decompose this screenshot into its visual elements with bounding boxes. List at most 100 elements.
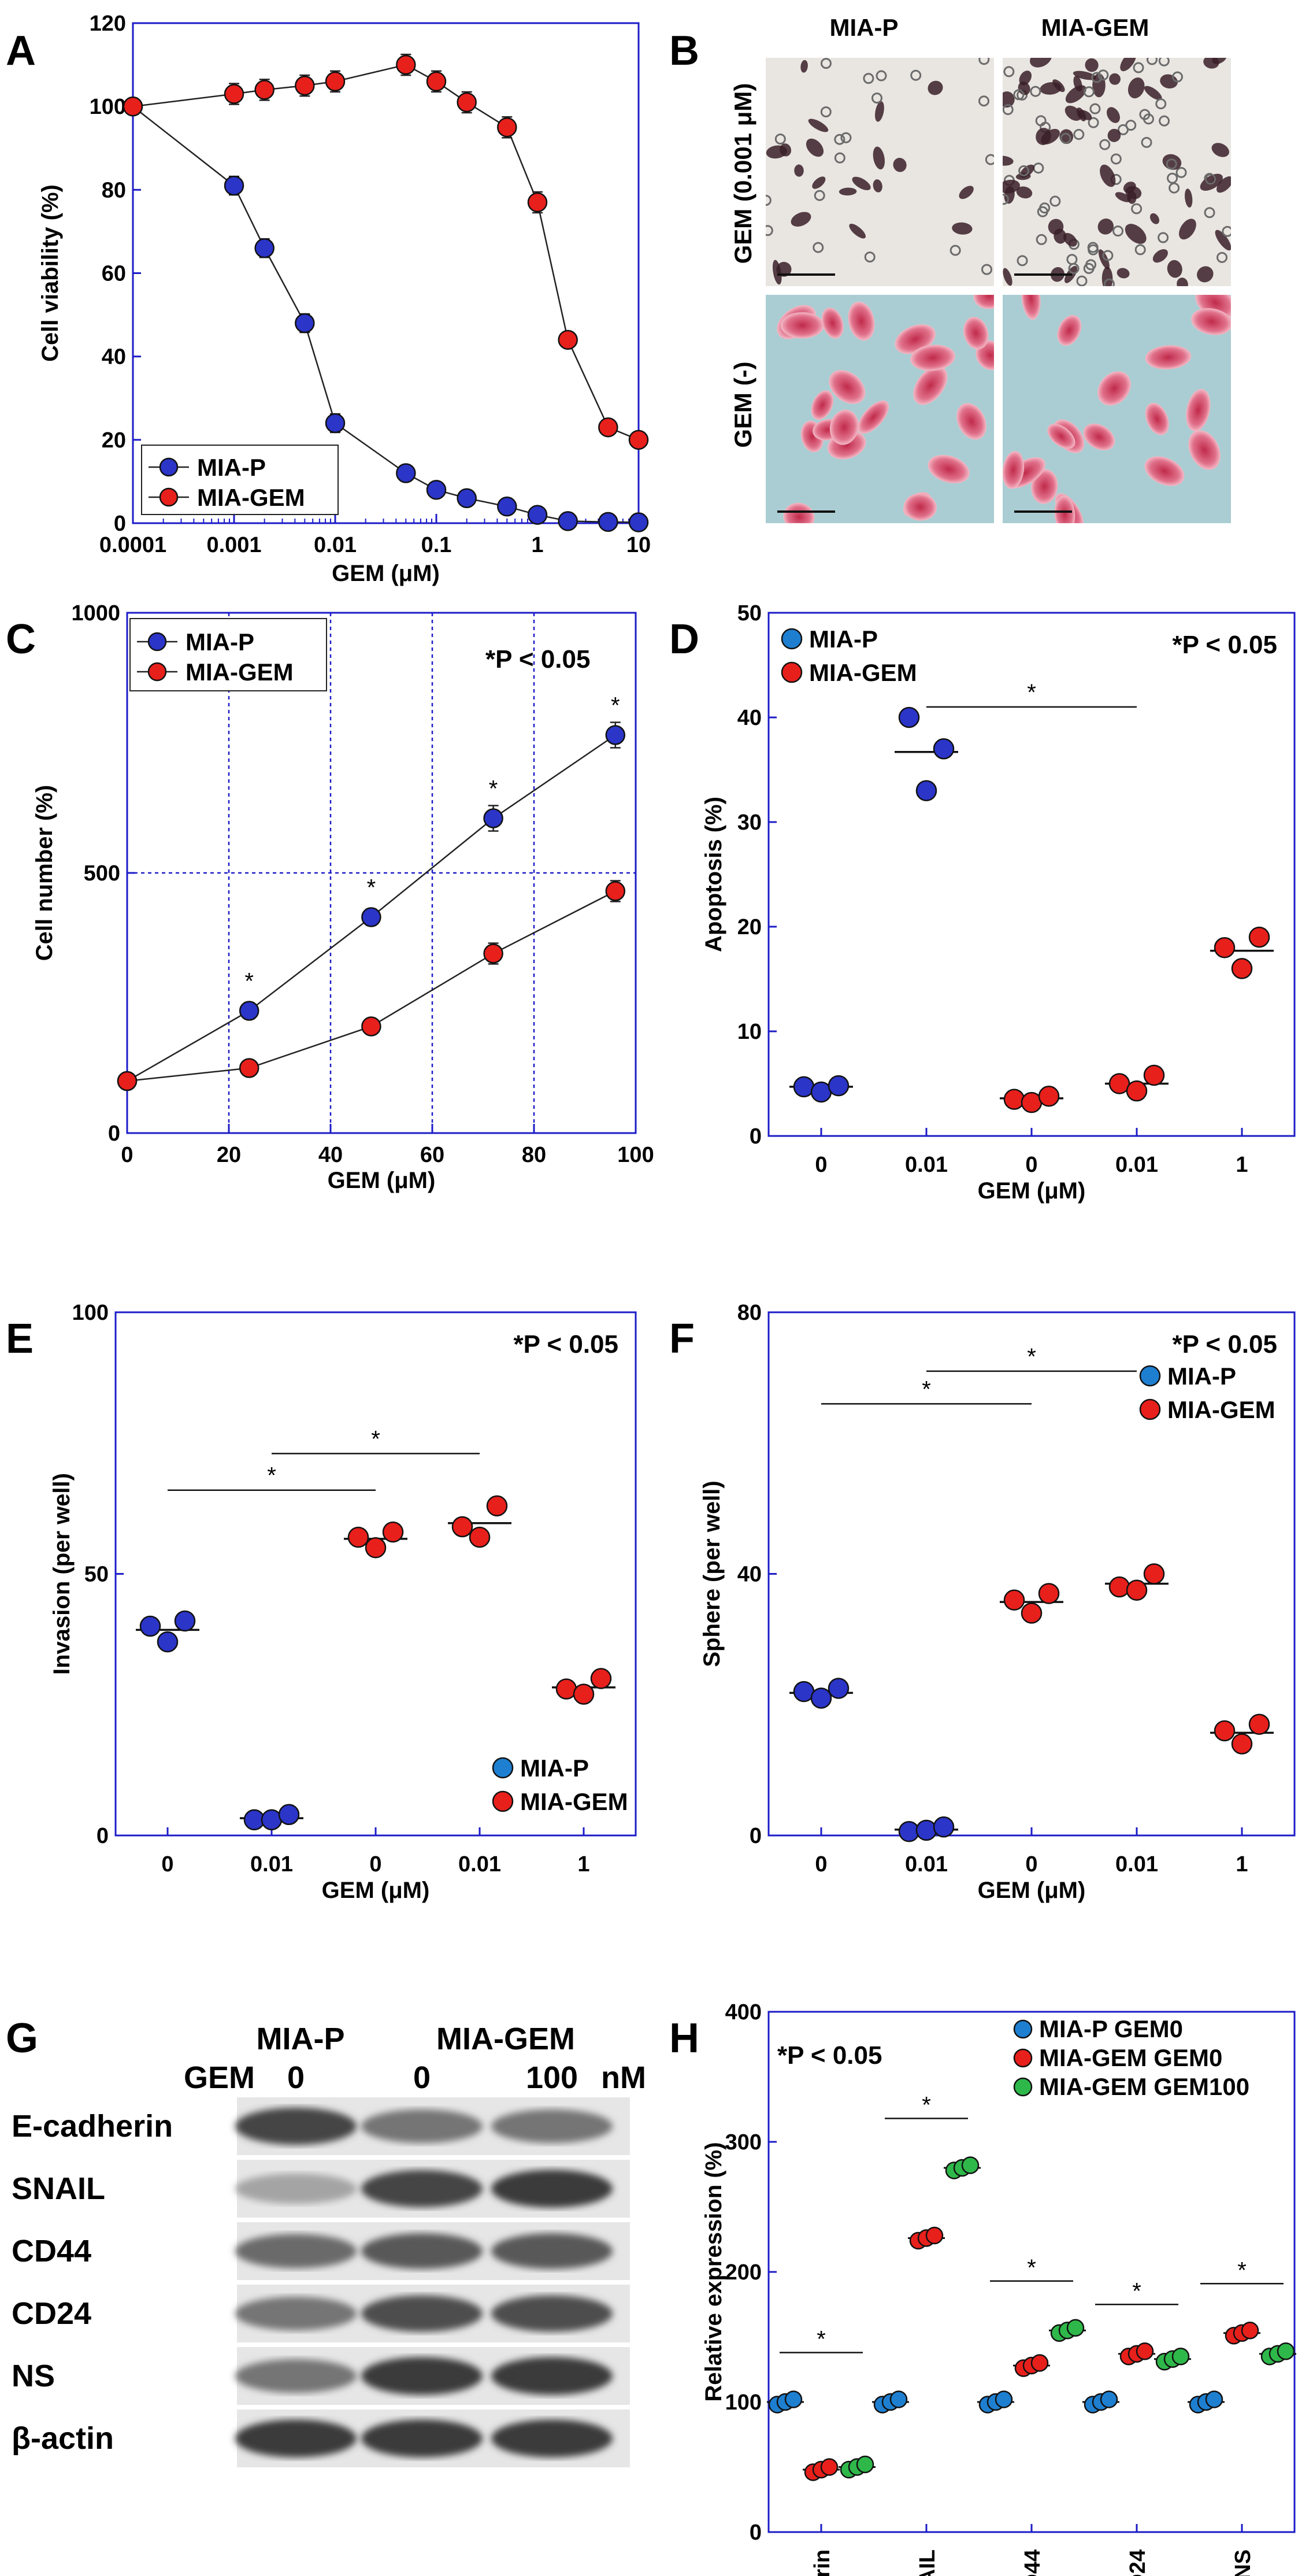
y-tick-label: 50 — [84, 1563, 109, 1587]
legend-label: MIA-GEM — [186, 658, 294, 686]
y-tick-label: 300 — [725, 2130, 762, 2155]
cell — [1003, 179, 1020, 194]
significance-star: * — [267, 1463, 276, 1489]
blot-header-mia-gem: MIA-GEM — [436, 2022, 575, 2056]
round-cell — [1110, 153, 1122, 165]
significance-star: * — [489, 776, 498, 802]
round-cell — [820, 58, 832, 69]
chart-h-relative-expression: 0 100 200 300 400 Relative expression (%) E-ca… — [701, 2000, 1296, 2576]
x-tick-label: 0 — [121, 1143, 133, 1167]
round-cell — [949, 245, 961, 256]
cell — [829, 370, 866, 404]
significance-star: * — [611, 693, 620, 719]
data-point — [598, 417, 618, 438]
cell — [783, 502, 815, 523]
y-tick-label: 200 — [725, 2260, 762, 2285]
round-cell — [1216, 251, 1228, 263]
cell — [973, 295, 994, 309]
round-cell — [834, 152, 845, 164]
round-cell — [1102, 250, 1114, 261]
cell — [1041, 129, 1060, 145]
significance-star: * — [371, 1426, 380, 1452]
data-point — [1066, 2319, 1085, 2337]
x-tick-label: CD44 — [1021, 2549, 1045, 2576]
x-tick-label: NS — [1231, 2549, 1255, 2576]
data-point — [483, 943, 503, 964]
data-point — [426, 480, 447, 500]
legend-label: MIA-GEM — [197, 484, 305, 511]
x-tick-label: 0.01 — [458, 1852, 501, 1877]
data-point — [889, 2390, 908, 2408]
cell — [875, 101, 884, 122]
round-cell — [981, 264, 993, 275]
round-cell — [1017, 255, 1028, 267]
cell — [812, 176, 826, 189]
legend-label: MIA-P — [520, 1755, 589, 1782]
y-tick-label: 40 — [737, 1563, 762, 1587]
chart-e-invasion: 0 50 100 Invasion (per well) 0 0.01 0 0.01 1 GEM … — [49, 1301, 637, 1903]
data-point — [254, 238, 275, 258]
data-point — [239, 1058, 259, 1078]
micrograph-tile — [1003, 295, 1231, 523]
round-cell — [1099, 139, 1111, 150]
cell — [1054, 495, 1075, 523]
data-point — [573, 1683, 595, 1705]
blot-band — [361, 2109, 483, 2144]
data-point — [295, 75, 315, 96]
x-tick-label: 1 — [531, 533, 543, 557]
x-axis-label: GEM (μM) — [322, 1878, 430, 1903]
y-tick-label: 0 — [750, 2521, 762, 2545]
y-axis-label: Relative expression (%) — [701, 2142, 726, 2401]
round-cell — [1159, 115, 1170, 127]
round-cell — [1141, 136, 1152, 148]
y-tick-label: 0 — [750, 1824, 762, 1848]
round-cell — [1158, 58, 1170, 66]
blot-band — [235, 2234, 357, 2268]
x-tick-label: 1 — [577, 1852, 589, 1877]
round-cell — [985, 154, 994, 165]
x-tick-label: 0.01 — [1115, 1852, 1158, 1877]
x-axis-label: GEM (μM) — [978, 1178, 1086, 1204]
significance-star: * — [1027, 1344, 1036, 1370]
cell — [928, 454, 970, 484]
data-point — [295, 313, 315, 334]
y-tick-label: 50 — [737, 601, 762, 626]
micrograph-panel-b: MIA-P MIA-GEM GEM (0.001 μM) GEM (-) — [729, 14, 1231, 523]
data-point — [1126, 1080, 1148, 1102]
cell — [1188, 430, 1221, 470]
cell — [1107, 128, 1121, 142]
x-tick-label: 40 — [318, 1143, 343, 1167]
cell — [1083, 423, 1115, 451]
cell — [1145, 345, 1192, 369]
data-point — [1171, 2348, 1190, 2366]
cell — [963, 317, 989, 350]
cell — [1144, 456, 1185, 486]
blot-band — [491, 2295, 613, 2332]
panel-letter-a: A — [6, 28, 36, 74]
cell — [1078, 110, 1092, 120]
data-point — [915, 780, 937, 801]
y-tick-label: 120 — [90, 12, 126, 36]
x-tick-label: 1 — [1236, 1852, 1248, 1877]
legend-label: MIA-P — [1167, 1363, 1236, 1390]
cell — [959, 186, 974, 199]
legend-marker — [159, 457, 179, 477]
data-point — [820, 2458, 839, 2476]
round-cell — [1112, 225, 1123, 237]
round-cell — [1175, 166, 1187, 178]
plot-frame — [767, 1311, 1296, 1837]
blot-band — [491, 2170, 613, 2208]
y-axis-label: Sphere (per well) — [699, 1481, 725, 1667]
blot-band — [235, 2173, 357, 2204]
panel-letter-d: D — [669, 616, 699, 662]
data-point — [828, 1075, 850, 1097]
legend-marker — [781, 628, 803, 650]
data-point — [486, 1495, 508, 1517]
data-point — [261, 1809, 283, 1831]
cell — [928, 80, 943, 95]
micrograph-tile — [766, 295, 994, 523]
data-point — [123, 96, 143, 117]
western-blot-panel-g: MIA-P MIA-GEM GEM 0 0 100 nM E-cadherin S… — [12, 2022, 646, 2467]
x-tick-label: 80 — [522, 1143, 546, 1167]
data-point — [396, 54, 416, 75]
